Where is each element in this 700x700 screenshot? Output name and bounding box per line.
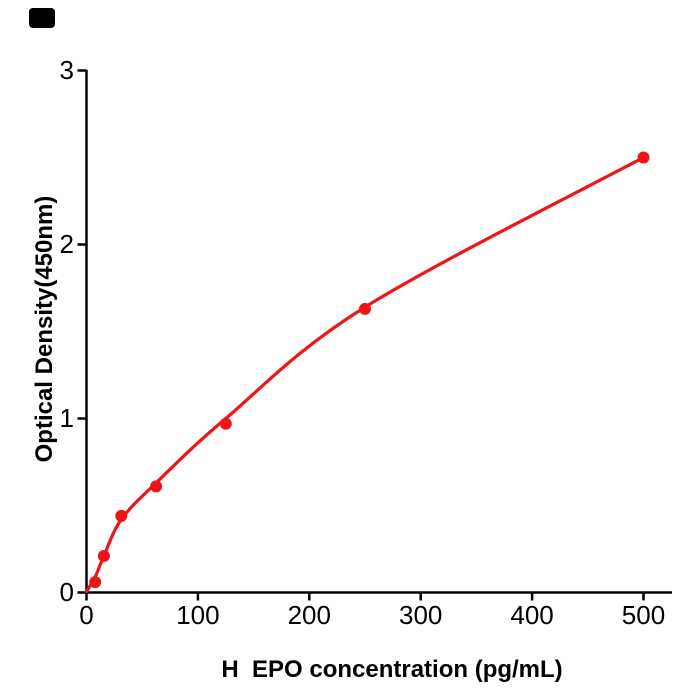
- x-tick-label: 200: [287, 600, 331, 630]
- y-axis-title: Optical Density(450nm): [31, 195, 58, 463]
- fitted-curve: [84, 155, 646, 594]
- y-tick-label: 3: [59, 54, 74, 85]
- x-axis-title: H EPO concentration (pg/mL): [221, 656, 563, 683]
- x-tick-label: 0: [79, 600, 94, 630]
- data-point: [97, 550, 110, 562]
- data-point: [637, 151, 650, 164]
- y-tick-label: 1: [59, 402, 74, 433]
- data-point: [150, 480, 163, 493]
- y-tick-label: 2: [59, 228, 74, 259]
- x-tick-label: 500: [621, 600, 666, 630]
- data-point: [115, 509, 128, 522]
- x-tick-label: 100: [176, 600, 220, 630]
- data-point: [89, 576, 102, 589]
- x-tick-label: 300: [398, 600, 443, 630]
- y-tick-label: 0: [59, 576, 74, 607]
- x-tick-label: 400: [510, 600, 554, 630]
- data-point: [219, 417, 232, 430]
- data-point: [359, 302, 371, 315]
- corner-logo-mark: [29, 8, 55, 28]
